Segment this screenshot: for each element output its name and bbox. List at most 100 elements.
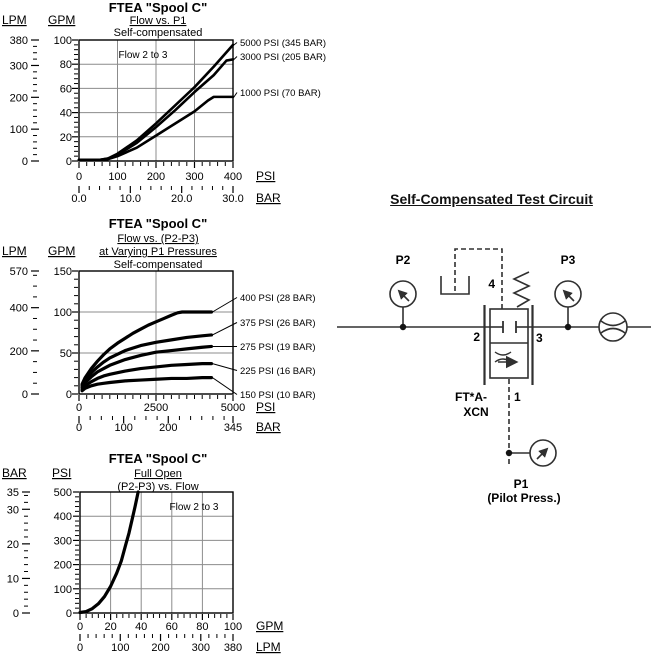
y-tick-label: 0: [66, 608, 72, 620]
y2-axis-unit: LPM: [2, 244, 27, 258]
x-tick-label: 60: [166, 621, 178, 633]
x2-tick-label: 0: [76, 422, 82, 434]
valve-model-line2: XCN: [463, 405, 488, 419]
curve: [80, 362, 214, 391]
x-tick-label: 100: [224, 621, 242, 633]
chart-annotation: Flow 2 to 3: [119, 50, 168, 61]
x2-tick-label: 20.0: [171, 193, 192, 205]
curve-label: 225 PSI (16 BAR): [240, 366, 316, 377]
restrictor-arc-top: [494, 351, 512, 356]
y2-tick-label: 30: [7, 504, 19, 516]
x-tick-label: 2500: [144, 402, 168, 414]
curve-label: 400 PSI (28 BAR): [240, 293, 316, 304]
curve-label: 5000 PSI (345 BAR): [240, 38, 326, 49]
curve-leader-line: [212, 363, 238, 371]
flow-meter-arc-top: [600, 320, 626, 327]
x2-tick-label: 300: [192, 642, 210, 654]
chart-subtitle: Self-compensated: [114, 259, 203, 271]
y-axis-unit: PSI: [52, 466, 71, 480]
y-tick-label: 80: [60, 59, 72, 71]
y-tick-label: 100: [54, 307, 72, 319]
plot-border: [78, 270, 234, 395]
x-tick-label: 80: [196, 621, 208, 633]
x-tick-label: 5000: [221, 402, 245, 414]
spring-symbol: [512, 271, 531, 308]
gauge-p2-label: P2: [396, 253, 411, 267]
curve-leader-line: [212, 377, 238, 395]
y2-tick-label: 20: [7, 539, 19, 551]
x-tick-label: 200: [147, 171, 165, 183]
y2-tick-label: 35: [7, 487, 19, 499]
x2-tick-label: 100: [111, 642, 129, 654]
x2-tick-label: 345: [224, 422, 242, 434]
x2-tick-label: 200: [159, 422, 177, 434]
gauge-p3-label: P3: [561, 253, 576, 267]
x-tick-label: 0: [76, 171, 82, 183]
port-4-label: 4: [488, 277, 495, 291]
y-tick-label: 300: [54, 535, 72, 547]
gauge-p3-needle: [562, 289, 575, 302]
y2-axis-unit: BAR: [2, 466, 27, 480]
y2-tick-label: 0: [13, 608, 19, 620]
x-axis-unit: PSI: [256, 400, 275, 414]
chart-title: FTEA "Spool C": [109, 216, 208, 231]
chart-title: FTEA "Spool C": [109, 451, 208, 466]
curve: [80, 310, 214, 386]
y2-axis-unit: LPM: [2, 13, 27, 27]
y2-tick-label: 0: [22, 389, 28, 401]
y-tick-label: 100: [54, 35, 72, 47]
plot-border: [79, 491, 234, 614]
curve: [80, 376, 214, 393]
x-tick-label: 0: [76, 402, 82, 414]
x-tick-label: 20: [104, 621, 116, 633]
x2-axis-unit: BAR: [256, 420, 281, 434]
port-1-label: 1: [514, 390, 521, 404]
chart-subtitle: Flow vs. (P2-P3): [117, 233, 198, 245]
y2-tick-label: 380: [10, 35, 28, 47]
tank-symbol: [440, 276, 470, 295]
y-tick-label: 0: [66, 156, 72, 168]
y2-tick-label: 200: [10, 92, 28, 104]
y2-tick-label: 10: [7, 573, 19, 585]
y-axis-unit: GPM: [48, 244, 75, 258]
gauge-p2-needle: [397, 289, 410, 302]
x2-tick-label: 0.0: [71, 193, 86, 205]
y-tick-label: 0: [66, 389, 72, 401]
curve-label: 150 PSI (10 BAR): [240, 390, 316, 401]
y-tick-label: 200: [54, 560, 72, 572]
chart-subtitle: Self-compensated: [114, 27, 203, 39]
junction-dot-p1: [505, 449, 513, 457]
x2-axis-unit: BAR: [256, 191, 281, 205]
chart-annotation: Flow 2 to 3: [170, 502, 219, 513]
test-circuit-diagram: P2 P3 4 2 3 1 FT*A- XCN P1 (Pilot Press.…: [337, 248, 651, 505]
chart-flow-vs-p1: 0 100 200 300 400 0.0 10.0 20.0 30.0 0 20 40 60 80 100…: [2, 0, 326, 205]
y-tick-label: 400: [54, 511, 72, 523]
curve-leader-line: [212, 322, 238, 336]
gauge-p1-needle: [536, 447, 549, 460]
curve-leader-line: [233, 56, 238, 60]
curve: [78, 490, 140, 615]
port-3-label: 3: [536, 331, 543, 345]
x-tick-label: 300: [185, 171, 203, 183]
y2-tick-label: 570: [10, 266, 28, 278]
y-tick-label: 60: [60, 83, 72, 95]
x-tick-label: 400: [224, 171, 242, 183]
x-axis-unit: GPM: [256, 619, 283, 633]
y-tick-label: 50: [60, 348, 72, 360]
junction-dot-p2: [399, 323, 407, 331]
x2-tick-label: 100: [114, 422, 132, 434]
junction-dot-p3: [564, 323, 572, 331]
y-tick-label: 20: [60, 132, 72, 144]
chart-p2p3-vs-flow: 0 20 40 60 80 1000 100 200 300 380010020030040050…: [2, 451, 283, 654]
curve-leader-line: [233, 92, 238, 98]
y2-tick-label: 200: [10, 346, 28, 358]
valve-model-line1: FT*A-: [455, 390, 487, 404]
plot-border: [78, 39, 234, 162]
x2-tick-label: 380: [224, 642, 242, 654]
x2-tick-label: 10.0: [120, 193, 141, 205]
pilot-drain-line: [454, 248, 503, 309]
gauge-p1-caption: (Pilot Press.): [487, 491, 560, 505]
chart-subtitle: at Varying P1 Pressures: [99, 246, 217, 258]
y-axis-unit: GPM: [48, 13, 75, 27]
